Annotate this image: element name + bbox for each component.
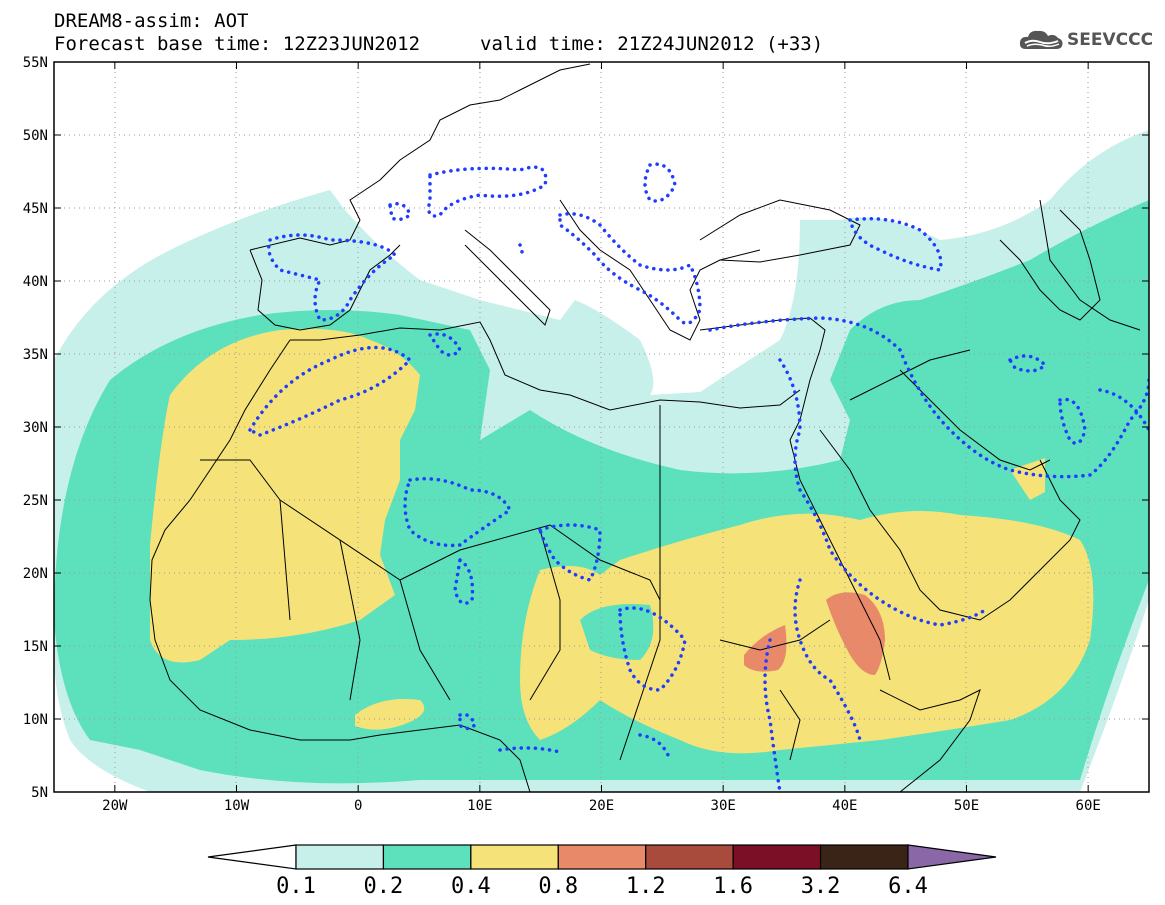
aot-dotted-contours [247,162,1149,792]
title-valid-time: valid time: 21Z24JUN2012 (+33) [480,33,824,55]
lat-tick-label: 50N [23,128,48,144]
title-model: DREAM8-assim: AOT [54,10,249,32]
lon-tick-label: 40E [832,798,857,814]
longitude-axis: 20W 10W 0 10E 20E 30E 40E 50E 60E [102,62,1101,814]
colorbar-swatch [819,844,909,870]
lat-tick-label: 10N [23,712,48,728]
lat-tick-label: 20N [23,566,48,582]
lat-tick-label: 55N [23,55,48,71]
colorbar-label: 0.1 [276,874,316,899]
colorbar-swatch [295,844,385,870]
lat-tick-label: 15N [23,639,48,655]
lon-tick-label: 0 [354,798,362,814]
lon-tick-label: 20E [589,798,614,814]
aot-shading-0-4 [150,328,1094,754]
colorbar-under-arrow [207,844,297,870]
lat-tick-label: 30N [23,420,48,436]
lon-tick-label: 30E [711,798,736,814]
lon-tick-label: 20W [102,798,128,814]
colorbar-label: 1.6 [713,874,753,899]
colorbar: 0.1 0.2 0.4 0.8 1.2 1.6 3.2 6.4 [207,844,997,899]
lon-tick-label: 10E [467,798,492,814]
colorbar-label: 1.2 [626,874,666,899]
seevccc-logo: SEEVCCC [1018,26,1153,54]
colorbar-label: 0.8 [538,874,578,899]
colorbar-label: 3.2 [801,874,841,899]
colorbar-swatch [645,844,734,870]
lat-tick-label: 35N [23,347,48,363]
colorbar-swatch [557,844,647,870]
colorbar-label: 0.4 [451,874,491,899]
lon-tick-label: 10W [224,798,250,814]
cloud-icon [1019,30,1063,49]
colorbar-over-arrow [907,844,997,870]
logo-text: SEEVCCC [1067,30,1154,50]
colorbar-swatch [382,844,472,870]
colorbar-label: 0.2 [364,874,404,899]
coastlines-borders [149,63,1141,792]
lat-tick-label: 40N [23,274,48,290]
colorbar-swatch [732,844,822,870]
lon-tick-label: 60E [1076,798,1101,814]
lat-tick-label: 25N [23,493,48,509]
colorbar-label: 6.4 [888,874,928,899]
lon-tick-label: 50E [954,798,979,814]
colorbar-swatch [470,844,559,870]
latitude-axis: 55N 50N 45N 40N 35N 30N 25N 20N 15N 10N 5N [23,55,1149,801]
title-base-time: Forecast base time: 12Z23JUN2012 [54,33,421,55]
lat-tick-label: 45N [23,201,48,217]
lat-tick-label: 5N [31,785,48,801]
map-panel [53,61,1150,793]
